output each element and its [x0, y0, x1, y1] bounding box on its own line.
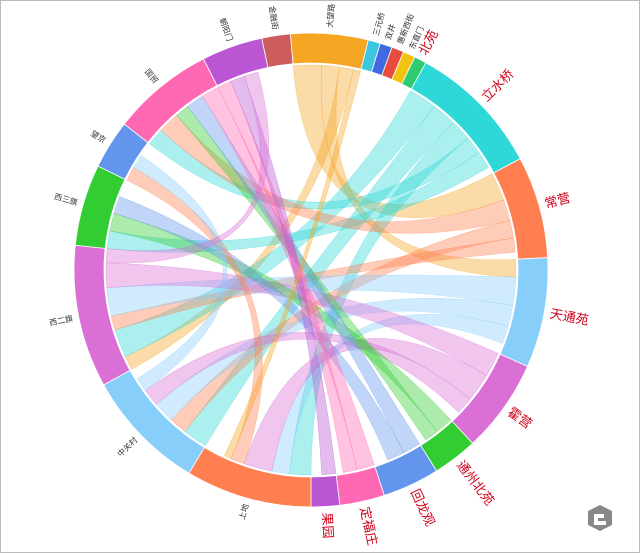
ribbon [124, 66, 354, 370]
node-label: 常营 [543, 191, 572, 212]
node-label: 定福庄 [356, 505, 380, 547]
node-label: 上地 [236, 503, 250, 521]
node-arc [261, 33, 294, 68]
node-label: 西三旗 [53, 191, 79, 207]
ribbon [170, 220, 514, 432]
arcs [73, 32, 549, 508]
node-arc [310, 475, 341, 508]
node-label: 通州北苑 [453, 458, 497, 508]
node-label: 双井 [383, 23, 398, 41]
node-label: 大望路 [325, 3, 337, 28]
node-label: 西二旗 [48, 313, 74, 328]
node-label: 中关村 [115, 435, 139, 459]
node-label: 天通苑 [549, 307, 590, 329]
ribbon [110, 237, 516, 331]
ribbon [105, 262, 499, 376]
ribbon [105, 71, 270, 264]
ribbon [289, 122, 469, 476]
ribbon [149, 129, 480, 210]
ribbon [155, 297, 514, 421]
logo [588, 505, 612, 531]
node-arc [289, 32, 369, 70]
ribbon [133, 155, 228, 391]
ribbon [109, 213, 452, 432]
node-label: 三元桥 [371, 11, 387, 37]
ribbon [202, 87, 375, 471]
node-label: 回龙观 [407, 487, 437, 529]
ribbon [224, 69, 361, 460]
ribbon [187, 95, 420, 453]
node-label: 朝阳门 [218, 16, 235, 42]
ribbon [271, 313, 509, 475]
node-label: 国贸 [143, 67, 161, 86]
ribbon [113, 196, 405, 461]
node-label: 霍营 [504, 405, 534, 432]
ribbon [176, 105, 438, 441]
node-label: 立水桥 [479, 67, 517, 105]
node-label: 望京 [89, 128, 108, 145]
ribbon [160, 114, 511, 234]
ribbon [126, 167, 263, 465]
ribbons [105, 64, 517, 476]
ribbon [114, 90, 435, 357]
node-label: 金融街 [267, 5, 280, 30]
node-label: 果园 [318, 512, 335, 539]
ribbon [106, 274, 517, 317]
ribbon [230, 75, 337, 475]
ribbon [217, 80, 358, 473]
ribbon [144, 332, 471, 413]
